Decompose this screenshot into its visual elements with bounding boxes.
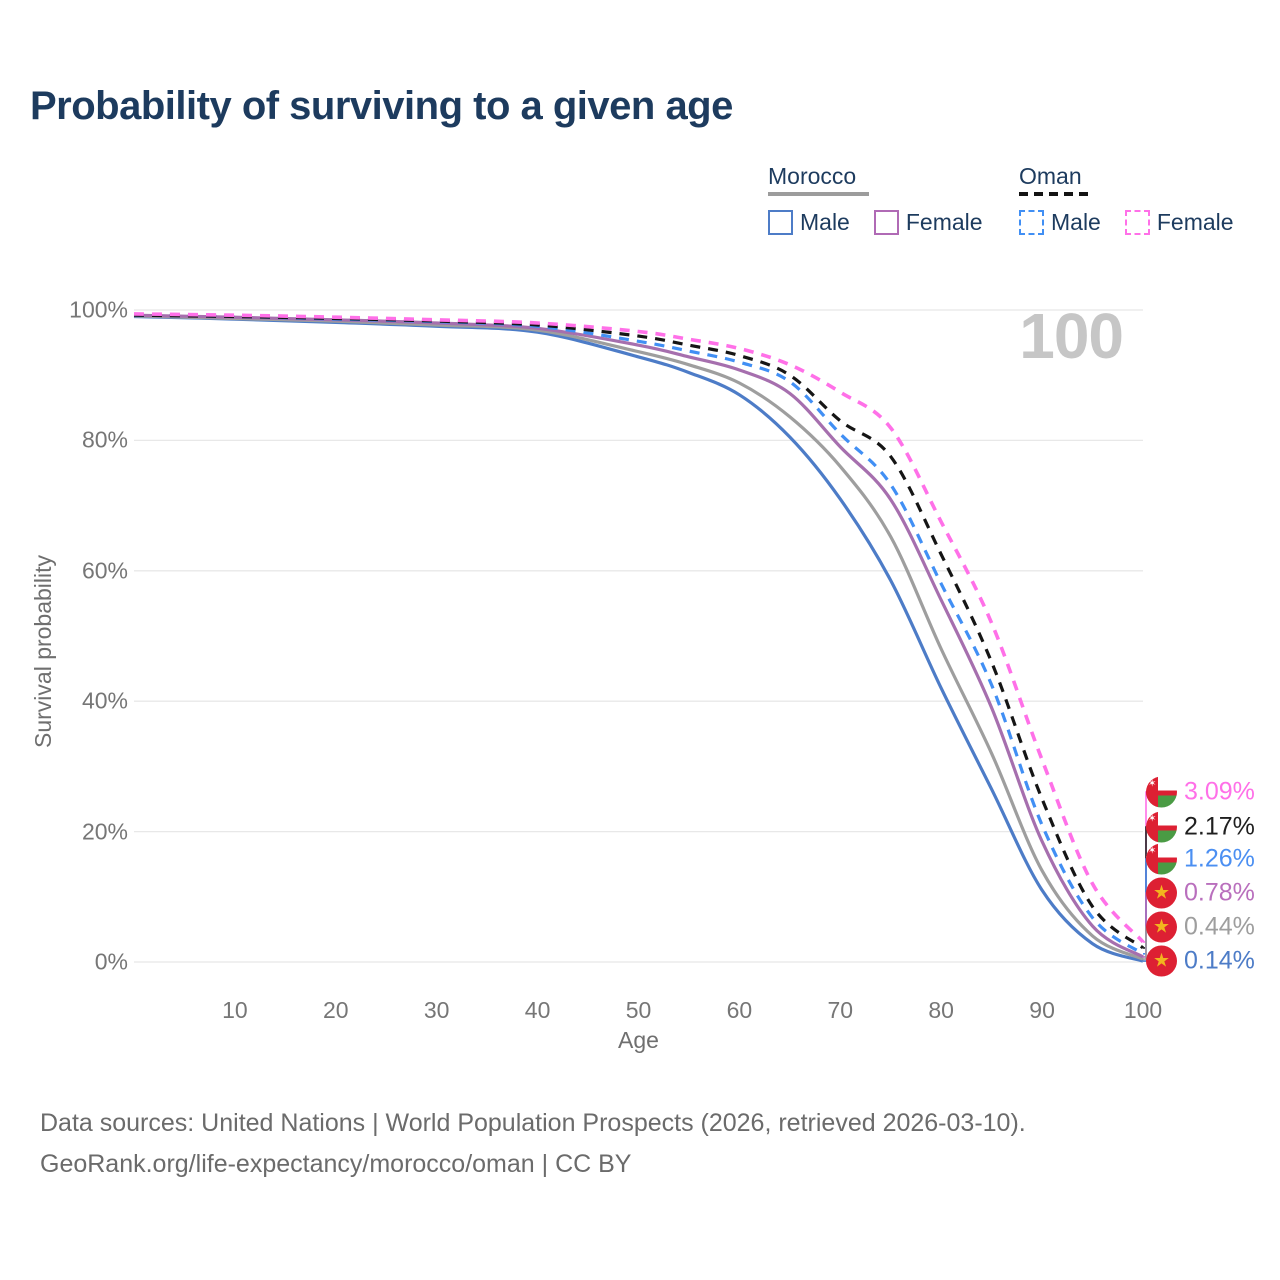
legend-line-sample-morocco	[768, 192, 869, 196]
attribution: Data sources: United Nations | World Pop…	[40, 1103, 1026, 1185]
end-value: 0.78%	[1184, 878, 1255, 907]
x-tick-10: 10	[222, 997, 248, 1023]
series-line-oman-male[interactable]	[133, 313, 1144, 956]
y-tick-40%: 40%	[81, 687, 128, 714]
end-label-oman-male: ✶ 1.26%	[1146, 843, 1255, 875]
legend-swatch-oman-male	[1019, 210, 1044, 235]
x-tick-80: 80	[928, 997, 954, 1023]
series-line-morocco-male[interactable]	[133, 314, 1144, 963]
legend-swatch-oman-female	[1124, 210, 1150, 235]
end-value: 2.17%	[1184, 812, 1255, 841]
end-label-oman-both: ✶ 2.17%	[1146, 811, 1255, 843]
legend-item-oman-female[interactable]: Female	[1124, 209, 1234, 236]
legend-swatch-morocco-male	[768, 210, 793, 235]
page-title: Probability of surviving to a given age	[30, 84, 733, 128]
morocco-flag-icon: ★	[1146, 945, 1177, 977]
end-label-oman-female: ✶ 3.09%	[1146, 776, 1255, 808]
x-tick-100: 100	[1123, 997, 1163, 1023]
legend-line-sample-oman	[1019, 192, 1091, 196]
legend-label-morocco-male: Male	[800, 209, 850, 235]
end-value: 0.14%	[1184, 946, 1255, 975]
legend-group-morocco: Morocco Male Female	[768, 163, 983, 236]
oman-flag-icon: ✶	[1146, 811, 1177, 843]
age-watermark: 100	[1019, 300, 1124, 372]
license-line: GeoRank.org/life-expectancy/morocco/oman…	[40, 1150, 632, 1178]
morocco-flag-icon: ★	[1146, 911, 1177, 943]
x-tick-90: 90	[1029, 997, 1055, 1023]
y-tick-0%: 0%	[94, 948, 128, 975]
oman-flag-icon: ✶	[1146, 776, 1177, 808]
legend-item-oman-male[interactable]: Male	[1019, 209, 1101, 236]
series-line-morocco-both[interactable]	[133, 314, 1144, 961]
legend-group-oman: Oman Male Female	[1019, 163, 1234, 236]
series-line-oman-female[interactable]	[133, 312, 1145, 944]
end-label-morocco-female: ★ 0.78%	[1146, 877, 1255, 909]
x-tick-30: 30	[423, 997, 450, 1023]
end-value: 3.09%	[1184, 777, 1255, 806]
legend-label-oman-male: Male	[1051, 209, 1101, 235]
x-tick-20: 20	[323, 997, 349, 1023]
legend-item-morocco-female[interactable]: Female	[873, 209, 983, 236]
series-line-morocco-female[interactable]	[133, 313, 1144, 959]
legend-label-oman-female: Female	[1156, 209, 1234, 235]
x-tick-50: 50	[625, 997, 652, 1023]
x-tick-40: 40	[524, 997, 551, 1023]
legend-swatch-morocco-female	[873, 210, 899, 235]
x-tick-60: 60	[726, 997, 753, 1023]
end-label-morocco-both: ★ 0.44%	[1146, 911, 1255, 943]
series-line-oman-both[interactable]	[133, 313, 1145, 950]
end-label-morocco-male: ★ 0.14%	[1146, 945, 1255, 977]
legend-group-title-morocco: Morocco	[768, 163, 857, 189]
y-tick-60%: 60%	[81, 557, 128, 584]
legend-item-morocco-male[interactable]: Male	[768, 209, 850, 236]
data-sources-line: Data sources: United Nations | World Pop…	[40, 1109, 1026, 1137]
x-tick-70: 70	[827, 997, 854, 1023]
y-tick-80%: 80%	[81, 426, 128, 453]
end-value: 1.26%	[1184, 844, 1255, 873]
y-tick-20%: 20%	[81, 818, 128, 845]
legend-group-title-oman: Oman	[1019, 163, 1082, 189]
oman-flag-icon: ✶	[1146, 843, 1177, 875]
morocco-flag-icon: ★	[1146, 877, 1177, 909]
legend-label-morocco-female: Female	[905, 209, 983, 235]
x-axis-title: Age	[618, 1027, 659, 1053]
end-value: 0.44%	[1184, 912, 1255, 941]
y-tick-100%: 100%	[69, 296, 128, 323]
